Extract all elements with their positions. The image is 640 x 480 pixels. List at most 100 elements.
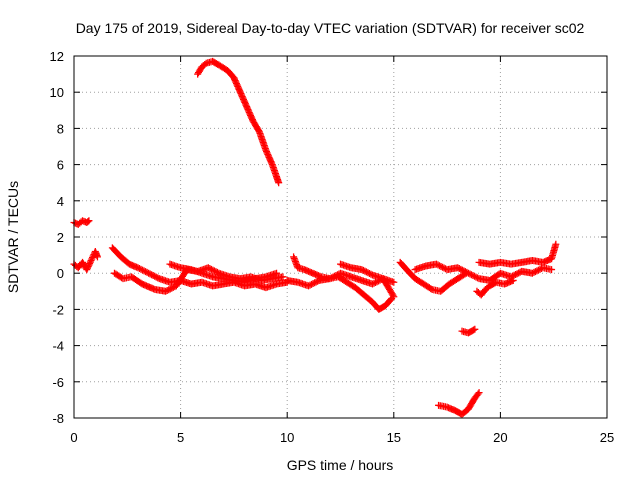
- data-point: [327, 274, 335, 282]
- data-point: [332, 272, 340, 280]
- y-tick-label: 0: [57, 266, 64, 281]
- data-point: [552, 240, 560, 248]
- data-point: [86, 258, 94, 266]
- data-point: [148, 271, 156, 279]
- data-point: [145, 269, 153, 277]
- data-point: [88, 255, 96, 263]
- y-tick-label: 4: [57, 194, 64, 209]
- data-point: [85, 261, 93, 269]
- data-point: [140, 267, 148, 275]
- data-point: [528, 269, 536, 277]
- data-point: [358, 266, 366, 274]
- data-point: [149, 272, 157, 280]
- data-point: [474, 390, 482, 398]
- series-arc-14: [458, 325, 479, 337]
- data-point: [432, 260, 440, 268]
- series-arc-13: [473, 276, 517, 299]
- data-point: [390, 278, 398, 286]
- data-point: [210, 267, 218, 275]
- data-point: [86, 260, 94, 268]
- data-point: [440, 264, 448, 272]
- data-point: [387, 296, 395, 304]
- y-tick-label: 2: [57, 230, 64, 245]
- data-point: [469, 272, 477, 280]
- data-point: [454, 264, 462, 272]
- y-tick-label: -8: [52, 411, 64, 426]
- data-point: [427, 285, 435, 293]
- x-tick-label: 5: [177, 430, 184, 445]
- data-point: [154, 274, 162, 282]
- y-tick-label: -4: [52, 339, 64, 354]
- series-arc-2: [70, 247, 101, 274]
- data-point: [434, 261, 442, 269]
- x-tick-label: 0: [70, 430, 77, 445]
- data-point: [458, 266, 466, 274]
- data-point: [362, 268, 370, 276]
- data-point: [507, 273, 515, 281]
- data-point: [390, 293, 398, 301]
- data-point: [273, 269, 281, 277]
- data-point: [530, 268, 538, 276]
- data-point: [466, 270, 474, 278]
- data-point: [463, 268, 471, 276]
- y-tick-label: 10: [50, 85, 64, 100]
- y-tick-label: 12: [50, 49, 64, 64]
- data-point: [168, 284, 176, 292]
- data-point: [472, 273, 480, 281]
- data-point: [513, 270, 521, 278]
- data-point: [515, 269, 523, 277]
- x-tick-label: 15: [387, 430, 401, 445]
- data-point: [207, 265, 215, 273]
- data-point: [83, 266, 91, 274]
- data-point: [437, 262, 445, 270]
- data-point: [135, 265, 143, 273]
- data-point: [152, 273, 160, 281]
- data-point: [359, 266, 367, 274]
- series-arc-6: [166, 260, 281, 286]
- data-point: [460, 267, 468, 275]
- y-tick-label: -2: [52, 302, 64, 317]
- data-point: [143, 268, 151, 276]
- data-point: [84, 218, 92, 226]
- data-point: [330, 272, 338, 280]
- data-point: [209, 266, 217, 274]
- data-point: [439, 263, 447, 271]
- data-point: [166, 285, 174, 293]
- data-point: [509, 276, 517, 284]
- data-point: [372, 279, 380, 287]
- data-point: [169, 283, 177, 291]
- x-axis-label: GPS time / hours: [287, 457, 394, 473]
- data-point: [162, 287, 170, 295]
- data-point: [533, 267, 541, 275]
- data-point: [531, 268, 539, 276]
- series-arc-1: [70, 217, 93, 228]
- data-point: [311, 279, 319, 287]
- y-tick-label: -6: [52, 375, 64, 390]
- data-point: [364, 269, 372, 277]
- data-point: [536, 265, 544, 273]
- data-point: [435, 262, 443, 270]
- y-tick-label: 8: [57, 121, 64, 136]
- data-point: [470, 326, 478, 334]
- data-point: [206, 265, 214, 273]
- data-point: [457, 265, 465, 273]
- x-tick-label: 10: [280, 430, 294, 445]
- series-arc-9: [337, 260, 398, 301]
- data-point: [308, 280, 316, 288]
- series-arc-4: [108, 244, 291, 292]
- data-point: [475, 389, 483, 397]
- data-point: [305, 282, 313, 290]
- data-point: [85, 217, 93, 225]
- y-tick-label: 6: [57, 158, 64, 173]
- data-point: [548, 266, 556, 274]
- data-point: [455, 265, 463, 273]
- data-point: [151, 272, 159, 280]
- data-point: [367, 270, 375, 278]
- data-series: [70, 57, 560, 418]
- data-point: [361, 267, 369, 275]
- data-point: [471, 272, 479, 280]
- data-point: [370, 279, 378, 287]
- data-point: [326, 275, 334, 283]
